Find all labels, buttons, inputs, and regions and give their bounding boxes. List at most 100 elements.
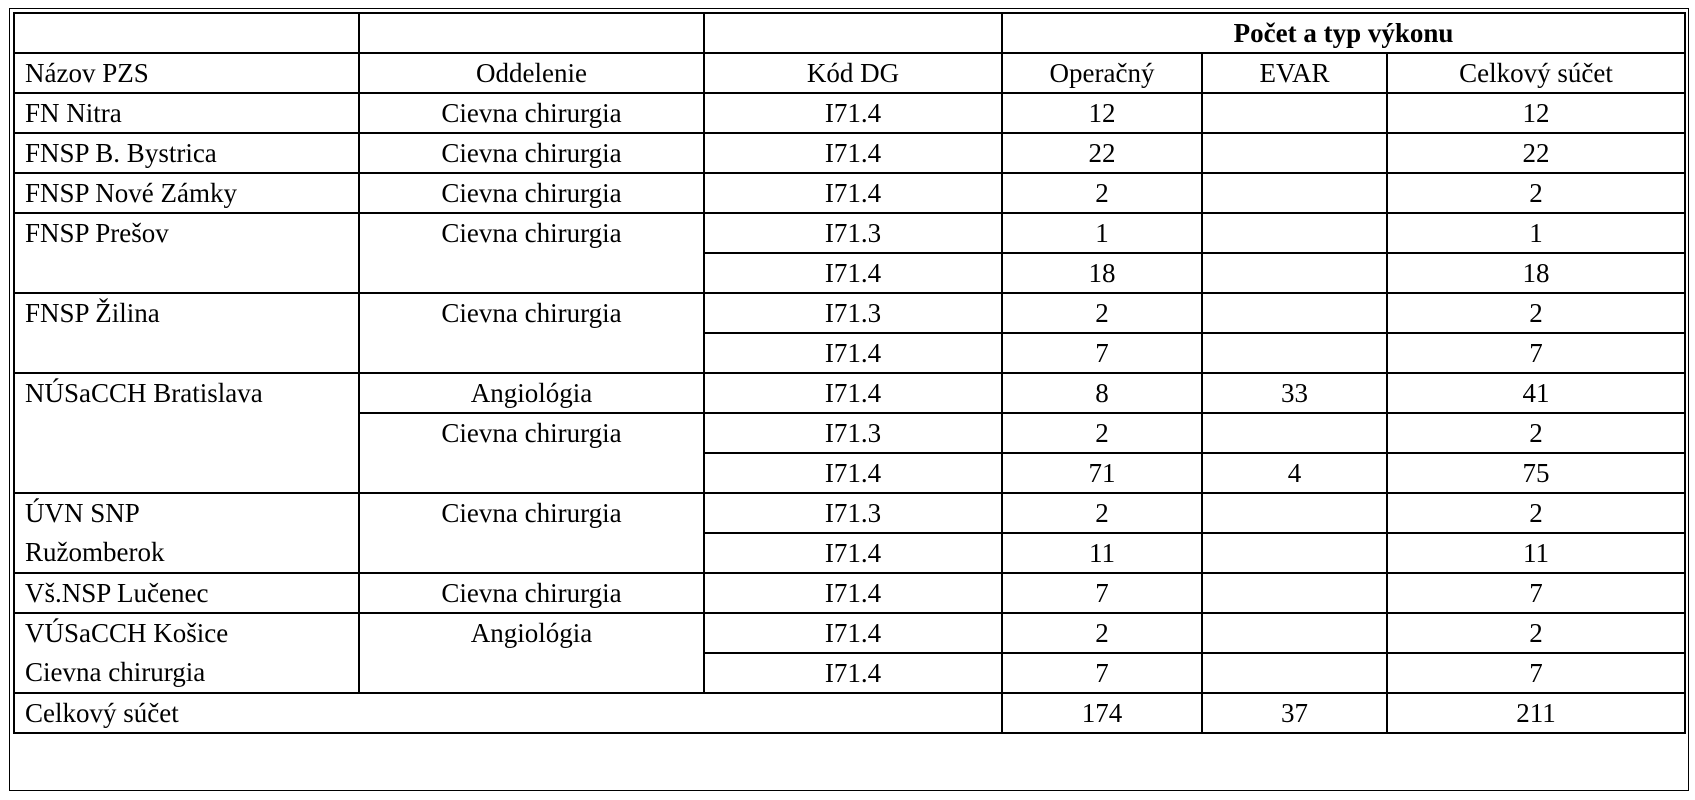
cell-celkovy: 75: [1385, 452, 1687, 494]
cell-celkovy: 2: [1385, 292, 1687, 334]
cell-nazov: [13, 333, 360, 374]
cell-kod-dg: I71.3: [703, 212, 1003, 254]
cell-kod-dg: I71.3: [703, 492, 1003, 534]
cell-operacny: 12: [1001, 92, 1203, 134]
cell-oddelenie: [358, 333, 705, 374]
cell-evar: [1201, 172, 1388, 214]
cell-evar: 33: [1201, 372, 1388, 414]
column-header-celkovy: Celkový súčet: [1385, 52, 1687, 94]
cell-kod-dg: I71.4: [703, 612, 1003, 654]
group-header: Počet a typ výkonu: [1000, 12, 1687, 54]
table-row: NÚSaCCH Bratislava Angiológia I71.4 8 33…: [13, 372, 1687, 414]
cell-evar: [1201, 572, 1388, 614]
cell-nazov: Cievna chirurgia: [13, 653, 360, 694]
cell-operacny: 7: [1001, 332, 1203, 374]
table-row: FNSP Žilina Cievna chirurgia I71.3 2 2: [13, 292, 1687, 334]
cell-oddelenie: Cievna chirurgia: [358, 92, 705, 134]
empty-header-cell: [358, 12, 705, 54]
cell-celkovy: 2: [1385, 492, 1687, 534]
cell-oddelenie: Cievna chirurgia: [358, 492, 705, 533]
cell-operacny: 2: [1001, 292, 1203, 334]
cell-operacny: 11: [1001, 532, 1203, 574]
cell-evar: [1201, 612, 1388, 654]
cell-nazov: [13, 453, 360, 494]
cell-oddelenie: Angiológia: [358, 612, 705, 653]
column-header-row: Názov PZS Oddelenie Kód DG Operačný EVAR…: [13, 52, 1687, 94]
cell-celkovy: 7: [1385, 652, 1687, 694]
cell-oddelenie: [358, 653, 705, 694]
empty-header-cell: [13, 12, 360, 54]
cell-celkovy: 7: [1385, 572, 1687, 614]
table-row: VÚSaCCH Košice Angiológia I71.4 2 2: [13, 612, 1687, 654]
cell-oddelenie: Angiológia: [358, 372, 705, 414]
cell-evar: [1201, 332, 1388, 374]
cell-celkovy: 2: [1385, 612, 1687, 654]
cell-nazov: FNSP B. Bystrica: [13, 132, 360, 174]
table-row: Cievna chirurgia I71.4 7 7: [13, 652, 1687, 694]
cell-kod-dg: I71.4: [703, 252, 1003, 294]
column-header-nazov: Názov PZS: [13, 52, 360, 94]
cell-kod-dg: I71.4: [703, 452, 1003, 494]
total-evar: 37: [1201, 692, 1388, 734]
cell-evar: [1201, 492, 1388, 534]
column-header-kod-dg: Kód DG: [703, 52, 1003, 94]
cell-operacny: 2: [1001, 492, 1203, 534]
cell-nazov: FN Nitra: [13, 92, 360, 134]
cell-operacny: 71: [1001, 452, 1203, 494]
cell-evar: 4: [1201, 452, 1388, 494]
total-label: Celkový súčet: [13, 692, 1003, 734]
cell-nazov: [13, 413, 360, 453]
cell-nazov: ÚVN SNP: [13, 492, 360, 533]
cell-evar: [1201, 292, 1388, 334]
table-row: FNSP Prešov Cievna chirurgia I71.3 1 1: [13, 212, 1687, 254]
cell-operacny: 2: [1001, 612, 1203, 654]
cell-celkovy: 2: [1385, 412, 1687, 454]
total-operacny: 174: [1001, 692, 1203, 734]
cell-nazov: VÚSaCCH Košice: [13, 612, 360, 653]
table-row: I71.4 7 7: [13, 332, 1687, 374]
group-header-row: Počet a typ výkonu: [13, 12, 1687, 54]
cell-oddelenie: Cievna chirurgia: [358, 172, 705, 214]
table-row: FN Nitra Cievna chirurgia I71.4 12 12: [13, 92, 1687, 134]
cell-kod-dg: I71.4: [703, 92, 1003, 134]
table-row: FNSP B. Bystrica Cievna chirurgia I71.4 …: [13, 132, 1687, 174]
cell-kod-dg: I71.4: [703, 532, 1003, 574]
cell-oddelenie: Cievna chirurgia: [358, 412, 705, 453]
cell-evar: [1201, 92, 1388, 134]
table-row: Cievna chirurgia I71.3 2 2: [13, 412, 1687, 454]
table-row: ÚVN SNP Cievna chirurgia I71.3 2 2: [13, 492, 1687, 534]
table-outer-frame: [9, 8, 1689, 791]
cell-evar: [1201, 532, 1388, 574]
cell-oddelenie: Cievna chirurgia: [358, 132, 705, 174]
cell-kod-dg: I71.4: [703, 652, 1003, 694]
column-header-operacny: Operačný: [1001, 52, 1203, 94]
cell-kod-dg: I71.4: [703, 572, 1003, 614]
cell-oddelenie: [358, 533, 705, 574]
cell-oddelenie: Cievna chirurgia: [358, 292, 705, 333]
cell-nazov: FNSP Nové Zámky: [13, 172, 360, 214]
cell-evar: [1201, 212, 1388, 254]
cell-oddelenie: Cievna chirurgia: [358, 212, 705, 253]
table-row: Ružomberok I71.4 11 11: [13, 532, 1687, 574]
total-row: Celkový súčet 174 37 211: [13, 692, 1687, 734]
cell-operacny: 18: [1001, 252, 1203, 294]
cell-nazov: NÚSaCCH Bratislava: [13, 372, 360, 413]
cell-celkovy: 12: [1385, 92, 1687, 134]
cell-kod-dg: I71.4: [703, 332, 1003, 374]
cell-operacny: 2: [1001, 412, 1203, 454]
table-row: I71.4 18 18: [13, 252, 1687, 294]
empty-header-cell: [703, 12, 1003, 54]
column-header-evar: EVAR: [1201, 52, 1388, 94]
cell-kod-dg: I71.4: [703, 172, 1003, 214]
cell-operacny: 1: [1001, 212, 1203, 254]
cell-evar: [1201, 652, 1388, 694]
cell-celkovy: 1: [1385, 212, 1687, 254]
cell-operacny: 8: [1001, 372, 1203, 414]
cell-operacny: 7: [1001, 572, 1203, 614]
cell-operacny: 2: [1001, 172, 1203, 214]
table-row: FNSP Nové Zámky Cievna chirurgia I71.4 2…: [13, 172, 1687, 214]
cell-celkovy: 11: [1385, 532, 1687, 574]
cell-kod-dg: I71.3: [703, 412, 1003, 454]
table-row: Vš.NSP Lučenec Cievna chirurgia I71.4 7 …: [13, 572, 1687, 614]
cell-celkovy: 41: [1385, 372, 1687, 414]
